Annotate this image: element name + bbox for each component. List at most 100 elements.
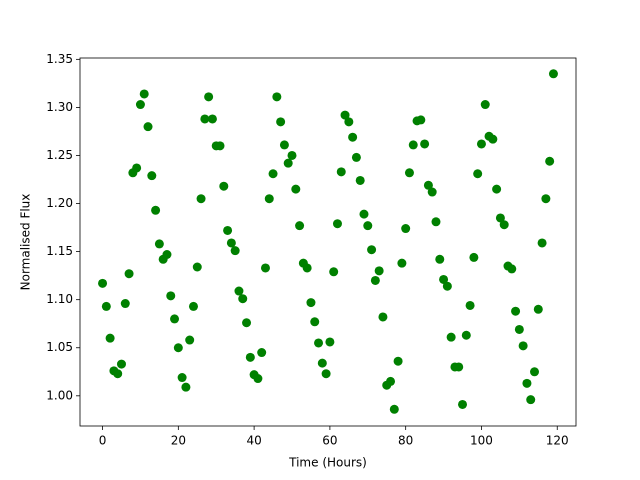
scatter-point — [272, 92, 282, 102]
scatter-point — [492, 184, 502, 194]
scatter-point — [188, 301, 198, 311]
scatter-point — [154, 239, 164, 249]
scatter-point — [185, 335, 195, 345]
x-tick-label: 60 — [322, 434, 337, 448]
scatter-point — [442, 281, 452, 291]
scatter-point — [548, 69, 558, 79]
scatter-point — [124, 269, 134, 279]
scatter-point — [545, 156, 555, 166]
scatter-point — [223, 225, 233, 235]
scatter-point — [340, 110, 350, 120]
scatter-point — [541, 194, 551, 204]
x-axis-label: Time (Hours) — [288, 456, 367, 470]
scatter-point — [374, 266, 384, 276]
scatter-point — [276, 117, 286, 127]
scatter-point — [135, 100, 145, 110]
scatter-point — [446, 332, 456, 342]
scatter-point — [317, 358, 327, 368]
scatter-point — [404, 168, 414, 178]
scatter-point — [147, 171, 157, 181]
scatter-point — [162, 249, 172, 259]
scatter-point — [257, 348, 267, 358]
scatter-point — [314, 338, 324, 348]
scatter-point — [166, 291, 176, 301]
scatter-point — [226, 238, 236, 248]
scatter-point — [351, 152, 361, 162]
x-tick-label: 120 — [546, 434, 569, 448]
scatter-point — [507, 264, 517, 274]
scatter-point — [295, 221, 305, 231]
scatter-point — [461, 330, 471, 340]
scatter-point — [260, 263, 270, 273]
scatter-point — [393, 356, 403, 366]
scatter-point — [98, 278, 108, 288]
scatter-point — [386, 376, 396, 386]
y-tick-label: 1.35 — [46, 52, 73, 66]
scatter-point — [310, 317, 320, 327]
scatter-point — [321, 369, 331, 379]
scatter-point — [431, 217, 441, 227]
scatter-point — [401, 224, 411, 234]
scatter-point — [420, 139, 430, 149]
scatter-point — [355, 175, 365, 185]
scatter-point — [458, 399, 468, 409]
scatter-point — [526, 395, 536, 405]
scatter-point — [473, 169, 483, 179]
scatter-point — [192, 262, 202, 272]
scatter-point — [325, 337, 335, 347]
scatter-point — [367, 245, 377, 255]
scatter-point — [359, 209, 369, 219]
scatter-point — [181, 382, 191, 392]
scatter-point — [234, 286, 244, 296]
y-tick-label: 1.30 — [46, 100, 73, 114]
scatter-point — [283, 158, 293, 168]
scatter-point — [306, 298, 316, 308]
scatter-point — [242, 318, 252, 328]
scatter-point — [511, 306, 521, 316]
scatter-point — [113, 369, 123, 379]
scatter-point — [215, 141, 225, 151]
scatter-point — [488, 134, 498, 144]
x-tick-label: 80 — [398, 434, 413, 448]
scatter-point — [465, 300, 475, 310]
scatter-point — [177, 373, 187, 383]
scatter-point — [499, 220, 509, 230]
y-axis-label: Normalised Flux — [19, 194, 33, 291]
scatter-point — [105, 333, 115, 343]
scatter-point — [287, 150, 297, 160]
scatter-point — [348, 132, 358, 142]
scatter-point — [204, 92, 214, 102]
scatter-point — [469, 252, 479, 262]
scatter-point — [279, 140, 289, 150]
y-tick-label: 1.05 — [46, 340, 73, 354]
scatter-point — [332, 219, 342, 229]
scatter-point — [363, 221, 373, 231]
scatter-point — [423, 180, 433, 190]
scatter-point — [101, 301, 111, 311]
plot-frame — [79, 57, 577, 427]
scatter-point — [329, 267, 339, 277]
scatter-point — [219, 181, 229, 191]
scatter-point — [143, 122, 153, 132]
scatter-point — [518, 341, 528, 351]
scatter-point — [476, 139, 486, 149]
scatter-point — [264, 194, 274, 204]
scatter-point — [397, 258, 407, 268]
scatter-point — [370, 275, 380, 285]
scatter-point — [196, 194, 206, 204]
scatter-point — [378, 312, 388, 322]
scatter-point — [238, 294, 248, 304]
scatter-point — [514, 324, 524, 334]
y-tick-label: 1.25 — [46, 148, 73, 162]
scatter-point — [291, 184, 301, 194]
scatter-point — [427, 187, 437, 197]
x-tick-label: 100 — [470, 434, 493, 448]
scatter-point — [439, 274, 449, 284]
scatter-point — [200, 114, 210, 124]
scatter-point — [132, 163, 142, 173]
scatter-point — [408, 140, 418, 150]
scatter-point — [116, 359, 126, 369]
scatter-point — [207, 114, 217, 124]
y-tick-label: 1.10 — [46, 292, 73, 306]
